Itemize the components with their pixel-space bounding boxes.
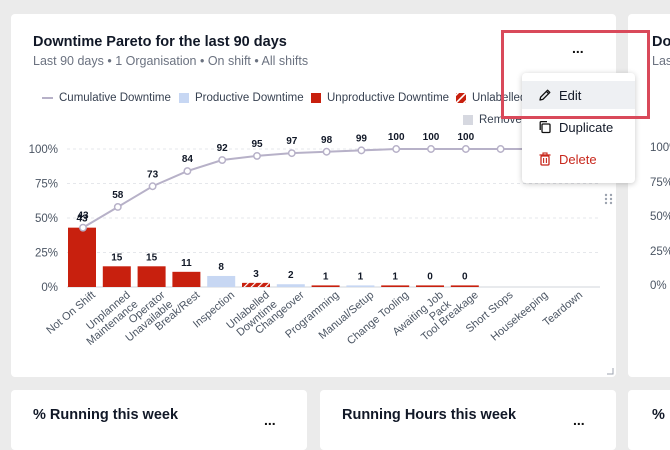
drag-handle-icon[interactable] xyxy=(603,192,615,208)
menu-item-label: Duplicate xyxy=(559,119,614,135)
card-subtitle: Last 90 days • 1 Organisation • On shift… xyxy=(33,54,309,68)
card-menu-button[interactable]: ... xyxy=(264,412,276,428)
partial-card: % xyxy=(628,390,670,450)
card-title: % xyxy=(652,407,665,423)
running-hours-card: Running Hours this week ... xyxy=(320,390,616,450)
resize-corner-icon[interactable] xyxy=(606,367,614,375)
right-card-title: Do xyxy=(652,34,670,50)
right-card-subtitle: Las xyxy=(652,54,670,68)
legend-label: Removed xyxy=(479,114,523,126)
right-card: Do Las 0% 25% 50% 75% 100% xyxy=(628,14,670,377)
chart-legend-row2: Removed xyxy=(463,114,523,130)
legend-item-unlabelled[interactable]: Unlabelled xyxy=(456,92,526,104)
menu-item-edit[interactable]: Edit xyxy=(522,81,635,109)
pencil-icon xyxy=(538,88,552,102)
card-title: % Running this week xyxy=(33,407,179,423)
legend-item-removed[interactable]: Removed xyxy=(463,114,523,126)
right-card-y-tick: 0% xyxy=(650,280,667,292)
right-card-y-tick: 25% xyxy=(650,245,670,258)
menu-item-delete[interactable]: Delete xyxy=(522,145,635,173)
menu-item-duplicate[interactable]: Duplicate xyxy=(522,113,635,141)
card-menu-button[interactable]: ... xyxy=(572,40,584,56)
legend-label: Unproductive Downtime xyxy=(327,92,450,104)
right-card-y-tick: 100% xyxy=(650,142,670,154)
legend-swatch xyxy=(463,115,473,125)
legend-label: Unlabelled xyxy=(472,92,527,104)
legend-item-cumulative[interactable]: Cumulative Downtime xyxy=(42,92,171,104)
downtime-pareto-card: Downtime Pareto for the last 90 days Las… xyxy=(11,14,616,377)
legend-label: Cumulative Downtime xyxy=(59,92,171,104)
card-title: Running Hours this week xyxy=(342,407,517,423)
card-context-menu: Edit Duplicate Delete xyxy=(522,73,635,183)
copy-icon xyxy=(538,120,552,134)
legend-line-swatch xyxy=(42,97,53,99)
legend-swatch xyxy=(179,93,189,103)
running-percent-card: % Running this week ... xyxy=(11,390,307,450)
right-card-y-tick: 75% xyxy=(650,176,670,189)
legend-hatched-swatch xyxy=(456,93,466,103)
legend-label: Productive Downtime xyxy=(195,92,304,104)
menu-item-label: Edit xyxy=(559,87,582,103)
trash-icon xyxy=(538,152,552,166)
menu-item-label: Delete xyxy=(559,151,597,167)
card-title: Downtime Pareto for the last 90 days xyxy=(33,34,287,50)
card-menu-button[interactable]: ... xyxy=(573,412,585,428)
right-card-y-tick: 50% xyxy=(650,211,670,223)
legend-item-unproductive[interactable]: Unproductive Downtime xyxy=(311,92,449,104)
legend-swatch xyxy=(311,93,321,103)
chart-legend: Cumulative Downtime Productive Downtime … xyxy=(42,92,597,108)
legend-item-productive[interactable]: Productive Downtime xyxy=(179,92,304,104)
